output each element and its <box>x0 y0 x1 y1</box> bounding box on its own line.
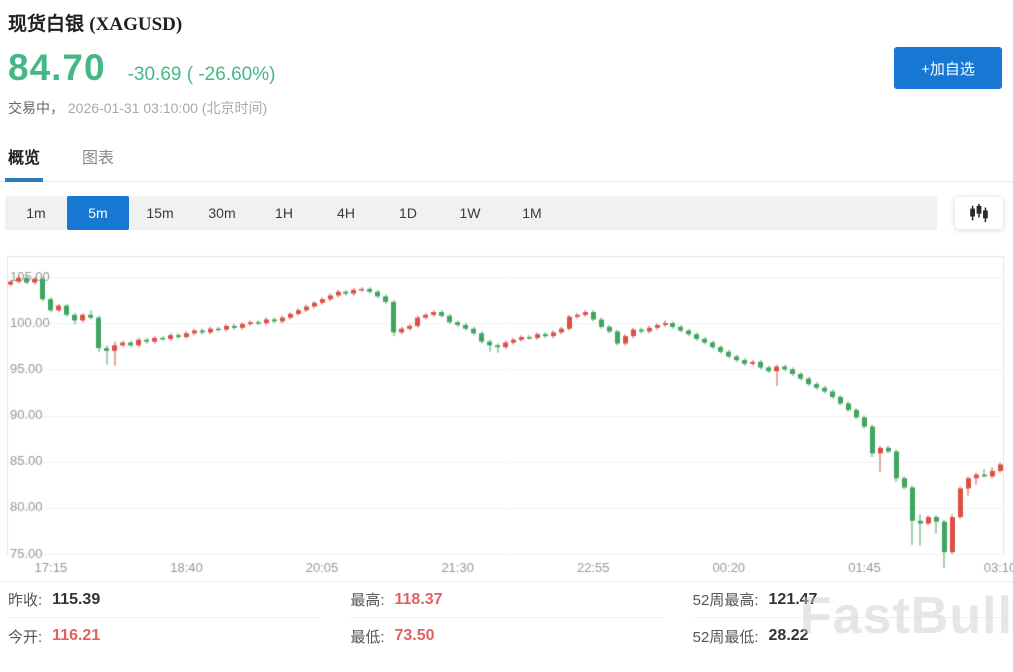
timeframe-1m[interactable]: 1m <box>26 205 46 221</box>
price-change: -30.69 ( -26.60%) <box>127 64 276 85</box>
chart-area <box>0 249 1013 581</box>
stats-column-2: 最高: 118.37 最低: 73.50 <box>350 582 663 654</box>
chart-type-button[interactable] <box>955 197 1003 229</box>
stats-panel: 昨收: 115.39 今开: 116.21 最高: 118.37 最低: 73.… <box>0 581 1013 654</box>
timeframe-4h[interactable]: 4H <box>337 205 355 221</box>
trading-status-row: 交易中， 2026-01-31 03:10:00 (北京时间) <box>8 98 1001 118</box>
stat-52w-high: 52周最高: 121.47 <box>692 582 1005 618</box>
timeframe-15m[interactable]: 15m <box>146 205 174 221</box>
quote-header: 现货白银 (XAGUSD) 84.70 -30.69 ( -26.60%) 交易… <box>0 0 1013 118</box>
timeframe-bar: 1m 5m 15m 30m 1H 4H 1D 1W 1M <box>5 196 937 230</box>
timeframe-1d[interactable]: 1D <box>399 205 417 221</box>
quote-timestamp: 2026-01-31 03:10:00 (北京时间) <box>67 100 268 116</box>
instrument-name: 现货白银 <box>8 14 85 35</box>
timeframe-1h[interactable]: 1H <box>275 205 293 221</box>
last-price: 84.70 <box>8 47 106 88</box>
page-title: 现货白银 (XAGUSD) <box>8 13 1001 37</box>
timeframe-30m[interactable]: 30m <box>208 205 236 221</box>
timeframe-1w[interactable]: 1W <box>459 205 481 221</box>
stat-open: 今开: 116.21 <box>8 627 101 646</box>
tab-bar: 概览 图表 <box>0 144 1013 182</box>
stat-low: 最低: 73.50 <box>350 627 435 646</box>
timeframe-5m[interactable]: 5m <box>67 196 129 230</box>
stat-prev-close: 昨收: 115.39 <box>8 582 321 618</box>
price-row: 84.70 -30.69 ( -26.60%) <box>8 49 1001 86</box>
stats-column-1: 昨收: 115.39 今开: 116.21 <box>8 582 321 654</box>
candlestick-chart[interactable] <box>0 249 1013 581</box>
add-watchlist-button[interactable]: +加自选 <box>894 47 1002 89</box>
tab-overview[interactable]: 概览 <box>4 144 44 182</box>
instrument-symbol: (XAGUSD) <box>89 14 183 35</box>
timeframe-1m-month[interactable]: 1M <box>522 205 542 221</box>
stats-column-3: 52周最高: 121.47 52周最低: 28.22 <box>692 582 1005 654</box>
timeframe-row: 1m 5m 15m 30m 1H 4H 1D 1W 1M <box>5 196 1003 230</box>
candlestick-chart-icon <box>968 202 990 224</box>
trading-status: 交易中， <box>8 100 64 116</box>
stat-52w-low: 52周最低: 28.22 <box>692 627 809 646</box>
tab-chart[interactable]: 图表 <box>82 150 115 167</box>
stat-high: 最高: 118.37 <box>350 582 663 618</box>
